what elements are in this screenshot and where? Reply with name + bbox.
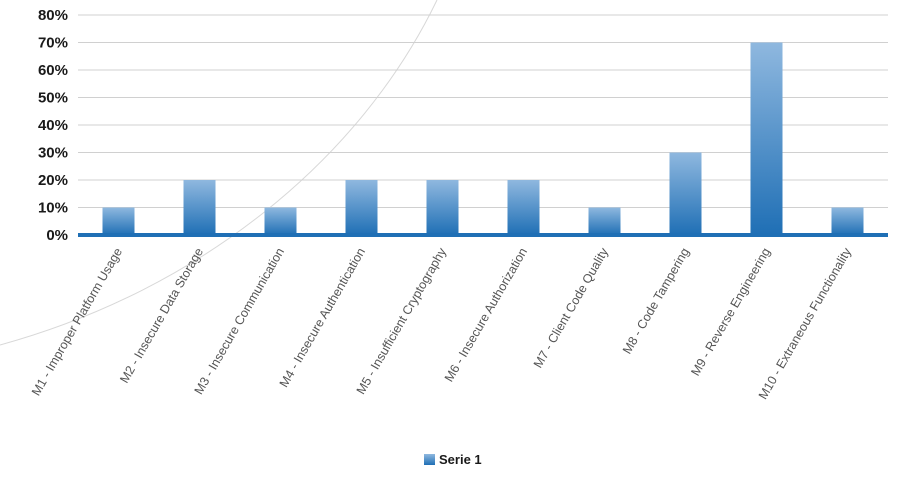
x-tick-label: M1 - Improper Platform Usage xyxy=(29,245,125,398)
bar-series xyxy=(102,42,864,235)
x-tick-label: M10 - Extraneous Functionality xyxy=(756,245,855,402)
y-tick-label: 40% xyxy=(38,117,68,134)
legend-swatch xyxy=(424,454,435,465)
x-tick-label: M3 - Insecure Communication xyxy=(192,245,288,396)
y-tick-label: 30% xyxy=(38,145,68,162)
y-tick-label: 80% xyxy=(38,7,68,24)
y-tick-label: 50% xyxy=(38,90,68,107)
bar xyxy=(750,42,783,235)
bar xyxy=(831,207,864,235)
bar xyxy=(264,207,297,235)
x-tick-label: M9 - Reverse Engineering xyxy=(688,245,773,378)
legend-label: Serie 1 xyxy=(439,452,482,467)
bar xyxy=(507,180,540,235)
legend: Serie 1 xyxy=(424,452,482,467)
bar xyxy=(426,180,459,235)
bar xyxy=(669,152,702,235)
y-tick-label: 60% xyxy=(38,62,68,79)
bar xyxy=(588,207,621,235)
x-tick-label: M7 - Client Code Quality xyxy=(531,245,612,371)
x-tick-label: M5 - Insufficient Cryptography xyxy=(354,245,450,397)
y-tick-labels: 0% 10% 20% 30% 40% 50% 60% 70% 80% xyxy=(38,7,68,244)
y-tick-label: 20% xyxy=(38,172,68,189)
x-tick-label: M4 - Insecure Authentication xyxy=(277,245,368,389)
y-tick-label: 0% xyxy=(46,227,68,244)
bar xyxy=(345,180,378,235)
y-tick-label: 10% xyxy=(38,200,68,217)
bar xyxy=(102,207,135,235)
bar xyxy=(183,180,216,235)
x-tick-label: M2 - Insecure Data Storage xyxy=(117,245,206,385)
x-tick-label: M6 - Insecure Authorization xyxy=(442,245,530,384)
x-tick-label: M8 - Code Tampering xyxy=(620,245,692,356)
y-tick-label: 70% xyxy=(38,35,68,52)
